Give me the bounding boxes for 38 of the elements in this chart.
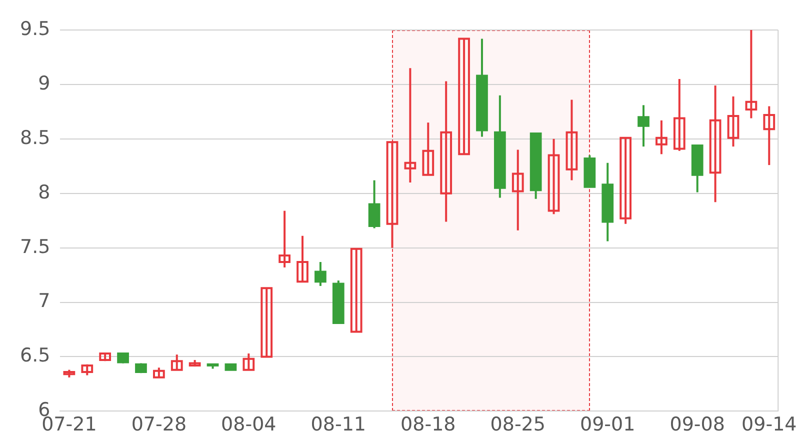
x-tick-label: 08-25: [490, 414, 546, 436]
y-tick-label: 8.5: [20, 126, 50, 149]
x-tick-label: 09-01: [580, 414, 636, 436]
y-tick-label: 6.5: [20, 344, 50, 367]
y-tick-label: 7.5: [20, 236, 50, 258]
candlestick: [440, 80, 452, 223]
candlestick: [170, 354, 183, 371]
candlestick: [296, 234, 308, 283]
y-tick-label: 9.5: [20, 18, 50, 40]
candlestick: [350, 248, 362, 333]
candlestick: [709, 84, 722, 204]
candlestick: [422, 122, 434, 176]
candlestick: [620, 136, 632, 225]
y-tick-label: 7: [38, 290, 50, 312]
candlestick: [242, 352, 255, 371]
candlestick: [152, 366, 165, 378]
candlestick: [548, 138, 560, 216]
candlestick: [512, 148, 524, 232]
x-tick-label: 09-14: [742, 414, 797, 436]
y-tick-label: 9: [38, 72, 50, 94]
x-tick-label: 07-28: [131, 414, 187, 436]
candlestick: [673, 78, 686, 152]
candlestick: [386, 141, 398, 249]
candlestick: [745, 29, 758, 120]
candlestick: [566, 98, 578, 182]
x-tick-label: 08-18: [400, 414, 456, 436]
y-tick-label: 8: [38, 181, 50, 204]
x-tick-label: 09-08: [670, 414, 725, 436]
candlestick: [260, 287, 273, 358]
candlestick: [458, 38, 470, 156]
candlestick: [763, 105, 776, 166]
candlestick: [404, 67, 416, 184]
x-tick-label: 08-04: [221, 414, 276, 436]
candlestick: [81, 363, 94, 376]
candlestick: [727, 95, 740, 148]
candlestick: [278, 210, 290, 268]
candlestick: [656, 119, 668, 156]
x-tick-label: 08-11: [310, 414, 366, 436]
